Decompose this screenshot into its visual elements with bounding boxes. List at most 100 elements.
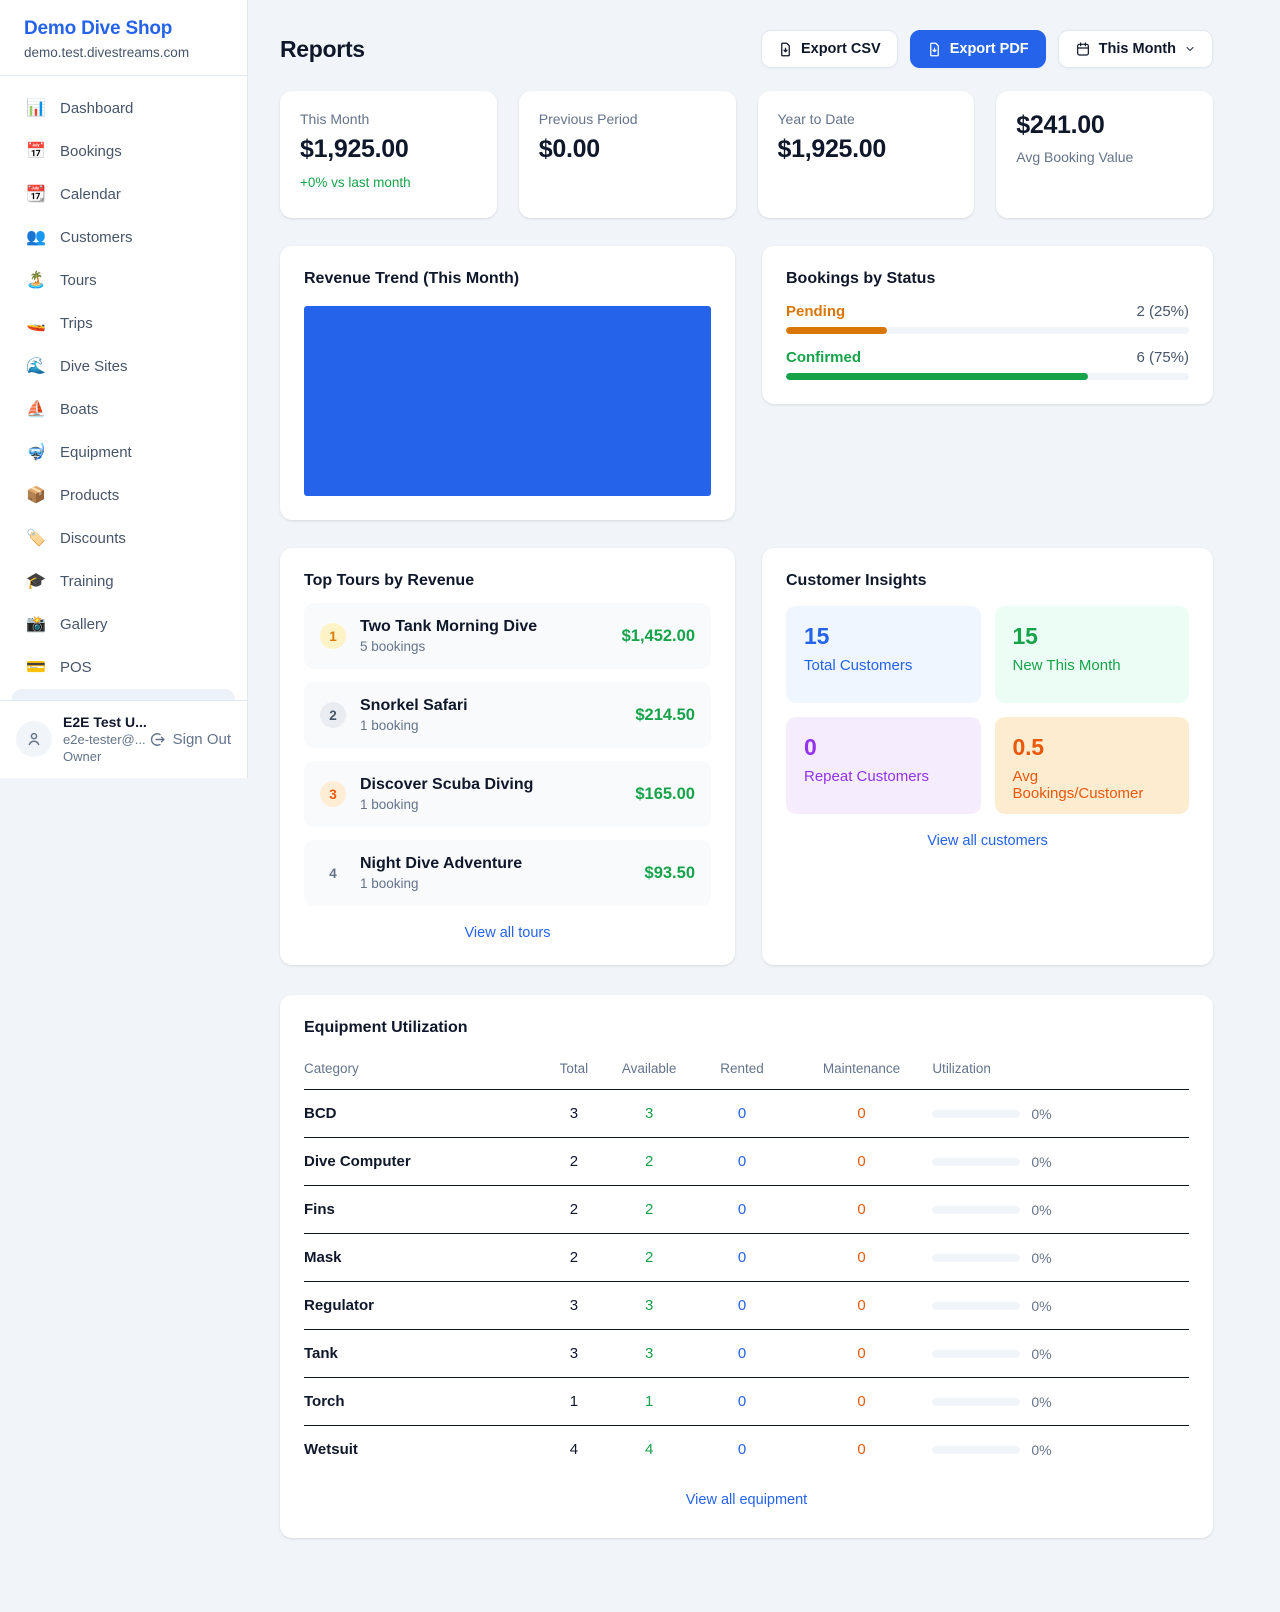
- progress-fill: [786, 327, 887, 334]
- utilization-pct: 0%: [1031, 1105, 1052, 1122]
- sidebar-item-pos[interactable]: 💳 POS: [12, 646, 235, 688]
- tour-row: 4 Night Dive Adventure 1 booking $93.50: [304, 840, 711, 906]
- export-csv-label: Export CSV: [800, 41, 881, 57]
- tour-revenue: $214.50: [635, 705, 695, 724]
- file-download-icon: [781, 42, 790, 56]
- sidebar-item-training[interactable]: 🎓 Training: [12, 560, 235, 602]
- sidebar-item-boats[interactable]: ⛵ Boats: [12, 388, 235, 430]
- view-all-tours-link[interactable]: View all tours: [464, 925, 551, 941]
- tour-name: Snorkel Safari: [360, 697, 468, 714]
- tour-revenue: $1,452.00: [621, 626, 695, 645]
- sidebar-item-trips[interactable]: 🚤 Trips: [12, 302, 235, 344]
- sidebar-item-equipment[interactable]: 🤿 Equipment: [12, 431, 235, 473]
- sidebar-item-label: Tours: [60, 271, 97, 289]
- export-csv-button[interactable]: Export CSV: [760, 30, 898, 68]
- sidebar-item-products[interactable]: 📦 Products: [12, 474, 235, 516]
- cell-total: 3: [542, 1089, 605, 1138]
- tour-name: Discover Scuba Diving: [360, 776, 534, 793]
- user-email: e2e-tester@...: [63, 732, 146, 747]
- equipment-table: Category Total Available Rented Maintena…: [304, 1051, 1189, 1473]
- tile-avg-bookings-customer: 0.5 Avg Bookings/Customer: [994, 717, 1189, 814]
- calendar-icon: [1076, 42, 1089, 56]
- utilization-bar: [932, 1301, 1021, 1310]
- table-row: Mask 2 2 0 0 0%: [304, 1233, 1189, 1282]
- tag-icon: 🏷️: [26, 530, 46, 547]
- sidebar-item-calendar[interactable]: 📆 Calendar: [12, 173, 235, 215]
- cell-available: 2: [604, 1137, 694, 1186]
- top-tours-card: Top Tours by Revenue 1 Two Tank Morning …: [280, 548, 735, 965]
- tour-revenue: $93.50: [644, 863, 695, 882]
- speedboat-icon: 🚤: [26, 315, 46, 332]
- sidebar-item-customers[interactable]: 👥 Customers: [12, 216, 235, 258]
- tour-row: 1 Two Tank Morning Dive 5 bookings $1,45…: [304, 603, 711, 669]
- tour-name: Night Dive Adventure: [360, 855, 523, 872]
- tile-value: 0: [804, 734, 817, 760]
- sidebar-item-bookings[interactable]: 📅 Bookings: [12, 130, 235, 172]
- cell-available: 2: [604, 1233, 694, 1282]
- col-category: Category: [304, 1051, 543, 1090]
- cell-category: Tank: [304, 1329, 543, 1378]
- sidebar-item-label: Trips: [60, 314, 93, 332]
- col-available: Available: [604, 1051, 694, 1090]
- sign-out-label: Sign Out: [172, 730, 231, 748]
- cell-available: 3: [604, 1281, 694, 1330]
- sidebar-item-discounts[interactable]: 🏷️ Discounts: [12, 517, 235, 559]
- sign-out-icon: [150, 732, 165, 746]
- cell-maintenance: 0: [790, 1137, 933, 1186]
- col-total: Total: [542, 1051, 605, 1090]
- status-label: Confirmed: [786, 349, 861, 366]
- sidebar-item-dashboard[interactable]: 📊 Dashboard: [12, 87, 235, 129]
- tour-bookings: 1 booking: [360, 718, 419, 733]
- table-header-row: Category Total Available Rented Maintena…: [304, 1051, 1189, 1090]
- cell-maintenance: 0: [790, 1185, 933, 1234]
- cell-category: Wetsuit: [304, 1441, 358, 1458]
- chevron-down-icon: [1186, 46, 1194, 52]
- sign-out-button[interactable]: Sign Out: [149, 731, 231, 748]
- cell-total: 2: [542, 1185, 605, 1234]
- view-all-customers-link[interactable]: View all customers: [927, 833, 1048, 849]
- sidebar-item-label: Boats: [60, 400, 99, 418]
- camera-icon: 📸: [26, 616, 46, 633]
- rank-badge: 1: [320, 623, 346, 649]
- view-all-equipment-link[interactable]: View all equipment: [685, 1492, 808, 1508]
- cell-total: 3: [542, 1281, 605, 1330]
- sidebar-item-dive-sites[interactable]: 🌊 Dive Sites: [12, 345, 235, 387]
- tile-label: Total Customers: [804, 657, 913, 674]
- stat-value: $1,925.00: [777, 135, 887, 163]
- stat-card-this-month: This Month $1,925.00 +0% vs last month: [280, 91, 497, 218]
- sidebar-column: Demo Dive Shop demo.test.divestreams.com…: [0, 0, 248, 1612]
- table-row: BCD 3 3 0 0 0%: [304, 1089, 1189, 1138]
- status-count: 6 (75%): [1136, 349, 1189, 366]
- rank-badge: 3: [320, 781, 346, 807]
- table-row: Fins 2 2 0 0 0%: [304, 1185, 1189, 1234]
- cell-rented: 0: [693, 1089, 791, 1138]
- export-pdf-button[interactable]: Export PDF: [909, 30, 1046, 68]
- utilization-cell: 0%: [932, 1154, 1189, 1170]
- tour-bookings: 5 bookings: [360, 639, 426, 654]
- sidebar-item-gallery[interactable]: 📸 Gallery: [12, 603, 235, 645]
- sidebar-item-label: Products: [60, 486, 120, 504]
- utilization-bar: [932, 1397, 1021, 1406]
- file-download-icon: [929, 42, 939, 56]
- insight-tiles: 15 Total Customers 15 New This Month 0 R…: [786, 606, 1189, 814]
- sidebar-item-tours[interactable]: 🏝️ Tours: [12, 259, 235, 301]
- tour-name: Two Tank Morning Dive: [360, 618, 538, 635]
- tour-revenue: $165.00: [635, 784, 695, 803]
- page-header: Reports Export CSV Exp: [280, 30, 1213, 68]
- utilization-pct: 0%: [1031, 1153, 1052, 1170]
- table-row: Wetsuit 4 4 0 0 0%: [304, 1426, 1189, 1474]
- main-area: Reports Export CSV Exp: [248, 0, 1280, 1612]
- table-row: Torch 1 1 0 0 0%: [304, 1377, 1189, 1426]
- tile-value: 0.5: [1012, 734, 1045, 760]
- top-tours-title: Top Tours by Revenue: [304, 572, 475, 589]
- period-dropdown[interactable]: This Month: [1057, 30, 1213, 68]
- utilization-bar: [932, 1349, 1021, 1358]
- cell-available: 3: [604, 1329, 694, 1378]
- tile-total-customers: 15 Total Customers: [786, 606, 981, 703]
- stat-cards: This Month $1,925.00 +0% vs last month P…: [280, 91, 1213, 218]
- cell-category: Torch: [304, 1377, 543, 1426]
- calendar-date-icon: 📅: [26, 143, 46, 160]
- stat-value: $0.00: [538, 135, 600, 163]
- cell-maintenance: 0: [790, 1329, 933, 1378]
